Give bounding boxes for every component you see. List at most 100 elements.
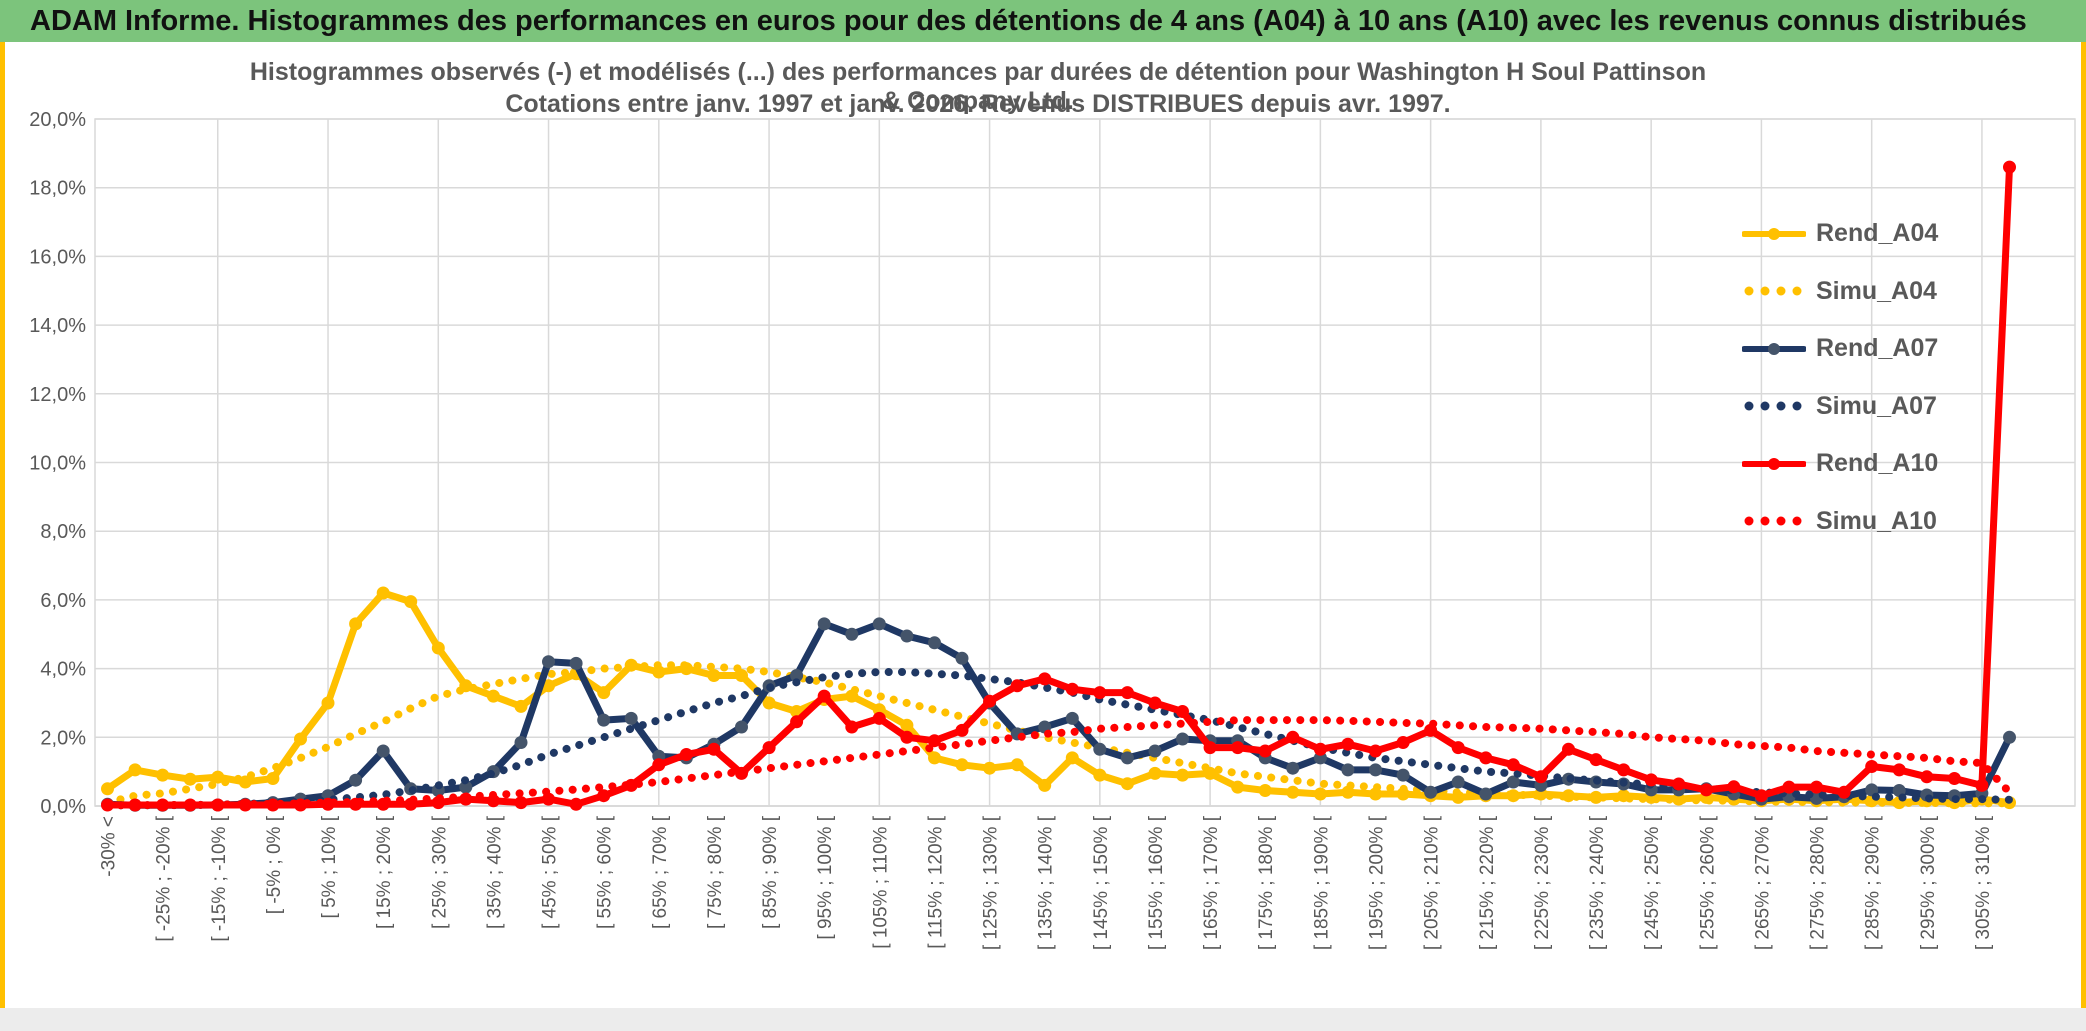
data-point-marker [1065,711,1079,725]
data-point-marker [817,617,831,631]
y-tick-label: 16,0% [29,246,86,268]
x-tick-label: [ 275% ; 280% [ [1808,815,1829,950]
x-tick-label: [ 55% ; 60% [ [595,815,616,929]
data-point-marker [955,651,969,665]
bottom-margin-strip [0,1008,2086,1031]
data-point-marker [1479,751,1493,765]
legend-label: Simu_A04 [1816,276,1937,305]
data-point-marker [679,748,693,761]
data-point-marker [817,689,831,703]
data-point-marker [1782,780,1796,794]
plot-border [94,118,2076,807]
data-point-marker [1341,763,1355,777]
data-point-marker [1424,785,1438,799]
data-point-marker [1865,760,1879,773]
data-point-marker [1038,778,1052,792]
data-point-marker [597,686,611,700]
data-point-marker [486,689,500,703]
x-tick-label: [ -25% ; -20% [ [154,815,175,941]
data-point-marker [376,744,390,758]
data-point-marker [569,797,583,811]
legend-item-Rend_A07: Rend_A07 [1742,320,2002,378]
data-point-marker [349,773,363,787]
legend-dotted-line-icon [1744,516,1802,526]
data-point-marker [1148,696,1162,710]
x-tick-label: [ 85% ; 90% [ [760,815,781,929]
data-point-marker [2003,730,2016,744]
legend-label: Rend_A07 [1816,334,1939,363]
y-tick-label: 20,0% [29,109,86,131]
x-tick-label: [ 125% ; 130% [ [981,815,1002,950]
x-tick-label: -30% < [99,816,120,877]
legend-label: Rend_A10 [1816,449,1939,478]
data-point-marker [955,723,969,737]
chart-title-line2: Cotations entre janv. 1997 et janv. 2026… [505,90,1451,118]
data-point-marker [1176,732,1189,746]
x-tick-label: [ 245% ; 250% [ [1642,815,1663,950]
data-point-marker [1341,737,1355,751]
data-point-marker [1810,780,1823,794]
data-point-marker [1754,789,1768,803]
data-point-marker [983,694,997,708]
x-tick-label: [ 5% ; 10% [ [319,815,340,918]
y-tick-label: 12,0% [29,384,86,406]
data-point-marker [2003,160,2016,174]
x-tick-label: [ -15% ; -10% [ [209,815,230,941]
data-point-marker [1534,770,1548,784]
legend-solid-line-icon [1742,457,1806,470]
data-point-marker [1589,790,1603,804]
series-Rend_A10 [101,160,2016,812]
data-point-marker [542,655,555,669]
x-tick-label: [ 195% ; 200% [ [1367,815,1388,950]
data-point-marker [1148,744,1162,758]
legend-item-Simu_A07: Simu_A07 [1742,378,2002,436]
data-point-marker [1589,753,1603,767]
data-point-marker [1562,742,1575,756]
series-line-dotted [103,716,2014,810]
data-point-marker [1065,751,1079,765]
data-point-marker [1396,736,1410,749]
series-line-solid [104,620,2013,809]
data-point-marker [1396,768,1410,782]
data-point-marker [762,696,776,710]
data-point-marker [900,730,914,744]
legend-item-Simu_A04: Simu_A04 [1742,263,2002,321]
x-tick-label: [ 145% ; 150% [ [1091,815,1112,950]
data-point-marker [762,741,776,755]
series-Simu_A10 [103,716,2014,810]
data-point-marker [1010,758,1024,772]
y-axis-labels: 0,0% 2,0% 4,0% 6,0% 8,0% 10,0% 12,0% 14,0% 16,0%… [29,109,86,818]
x-tick-label: [ 75% ; 80% [ [705,815,726,929]
data-point-marker [845,720,859,734]
data-point-marker [1286,785,1300,799]
legend-label: Rend_A04 [1816,219,1939,248]
data-point-marker [1258,744,1272,758]
data-point-marker [514,699,528,713]
data-point-marker [1231,741,1245,755]
data-point-marker [1010,679,1024,693]
x-tick-label: [ 295% ; 300% [ [1918,815,1939,950]
series-Rend_A04 [101,586,2016,810]
data-point-marker [872,711,886,725]
data-point-marker [1672,777,1686,791]
data-point-marker [1148,766,1162,780]
data-point-marker [845,627,859,641]
series-Rend_A07 [101,617,2016,812]
data-point-marker [1176,768,1189,782]
data-point-marker [707,742,721,756]
data-point-marker [514,796,528,810]
data-point-marker [183,772,197,786]
data-point-marker [652,665,666,679]
data-point-marker [404,595,418,609]
data-point-marker [156,768,170,782]
legend-solid-line-icon [1742,227,1806,240]
data-point-marker [1369,763,1382,777]
legend-dotted-line-icon [1744,286,1802,296]
data-point-marker [321,696,335,710]
data-point-marker [597,713,611,727]
y-tick-label: 10,0% [29,453,86,475]
data-point-marker [900,629,914,643]
x-tick-label: [ 135% ; 140% [ [1036,815,1057,950]
data-point-marker [790,715,804,729]
